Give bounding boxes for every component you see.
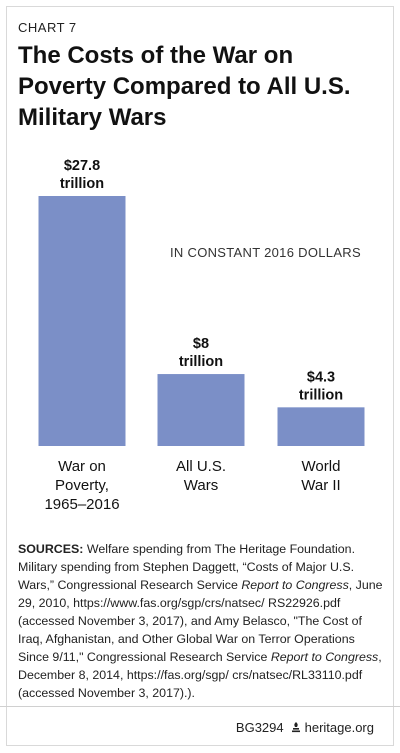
value-label: $27.8 (64, 158, 100, 174)
value-label: $8 (193, 336, 209, 352)
category-label: All U.S. (176, 458, 226, 475)
category-label: Poverty, (55, 477, 109, 494)
chart-title: The Costs of the War on Poverty Compared… (18, 42, 351, 131)
bar-chart: $27.8 trillion War on Poverty, 1965–2016 $8 tr… (38, 158, 365, 513)
report-code: BG3294 (235, 720, 284, 735)
bar-2 (277, 407, 365, 446)
category-label: 1965–2016 (44, 496, 119, 513)
value-label: $4.3 (307, 369, 335, 385)
chart-number-label: CHART 7 (18, 20, 77, 35)
footer: BG3294 heritage.org (0, 706, 400, 753)
chart-frame (6, 6, 394, 746)
category-label: War II (301, 477, 340, 494)
category-label: War on (58, 458, 106, 475)
value-unit-label: trillion (179, 354, 223, 370)
sources-text-segment: , December 8, 2014, https://fas.org/sgp/… (18, 650, 382, 700)
category-label: Wars (184, 477, 218, 494)
sources-note: SOURCES: Welfare spending from The Herit… (18, 540, 386, 702)
sources-text-segment: , June 29, 2010, https://www.fas.org/sgp… (18, 578, 383, 664)
sources-body: Welfare spending from The Heritage Found… (18, 542, 383, 700)
value-unit-label: trillion (299, 387, 343, 403)
sources-italic-segment: Report to Congress (241, 578, 349, 592)
value-unit-label: trillion (60, 176, 104, 192)
footer-text: BG3294 heritage.org (236, 720, 374, 735)
sources-lead: SOURCES: (18, 542, 84, 556)
site-name: heritage.org (304, 720, 374, 735)
bar-1 (157, 374, 245, 446)
lamp-icon (291, 722, 300, 733)
sources-text-segment: Welfare spending from The Heritage Found… (18, 542, 356, 592)
dollars-note: IN CONSTANT 2016 DOLLARS (170, 245, 361, 260)
sources-italic-segment: Report to Congress (270, 650, 379, 664)
category-label: World (302, 458, 341, 475)
bar-0 (38, 196, 126, 446)
